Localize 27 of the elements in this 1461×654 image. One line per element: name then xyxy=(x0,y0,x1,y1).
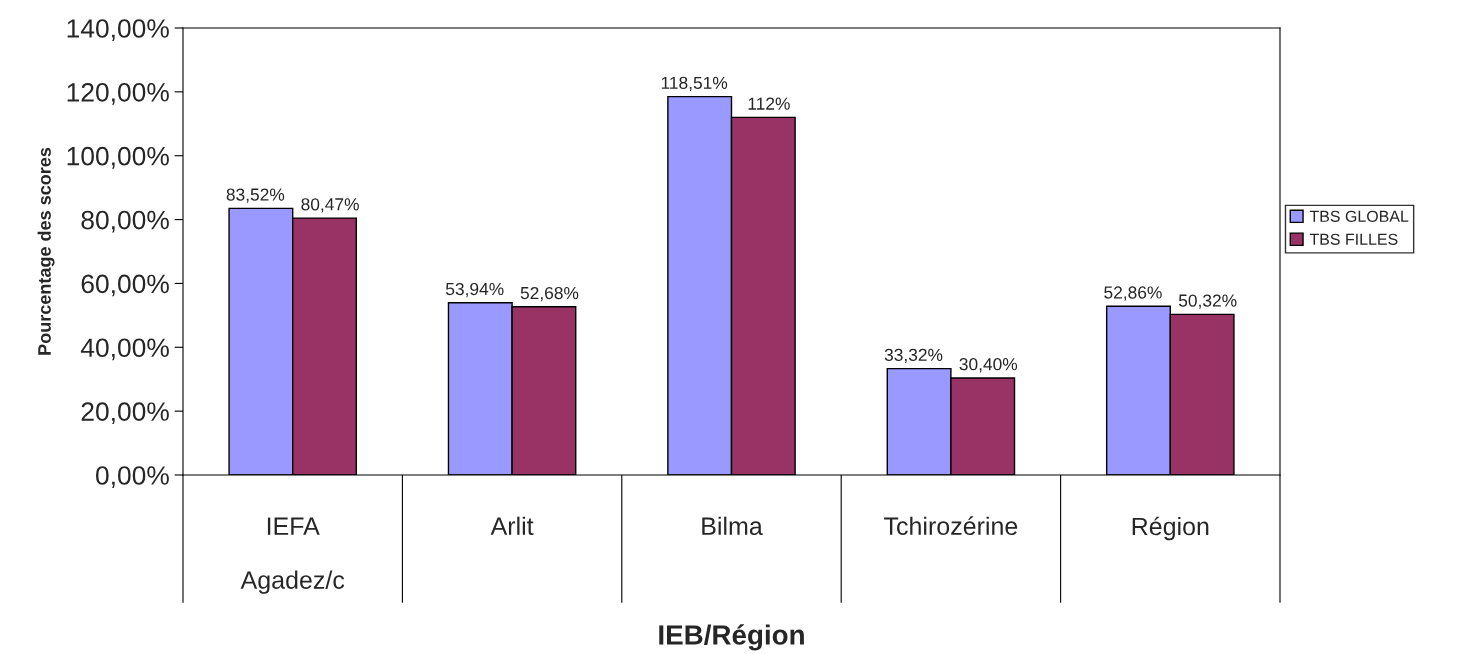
legend-label: TBS GLOBAL xyxy=(1309,210,1409,222)
data-label: 30,40% xyxy=(959,358,1018,373)
data-label: 33,32% xyxy=(884,348,943,364)
data-label: 118,51% xyxy=(661,76,728,92)
data-label: 53,94% xyxy=(445,282,504,298)
y-tick-label: 100,00% xyxy=(67,146,169,169)
y-axis-title: Pourcentage des scores xyxy=(37,147,55,355)
data-label: 83,52% xyxy=(226,188,285,203)
y-tick-label: 80,00% xyxy=(81,210,169,233)
data-label: 80,47% xyxy=(301,198,359,213)
y-tick-label: 120,00% xyxy=(67,82,169,105)
data-label: 52,68% xyxy=(520,286,579,302)
x-tick-label: Arlit xyxy=(490,516,534,535)
data-label: 112% xyxy=(748,97,790,110)
x-tick-label: Bilma xyxy=(702,516,763,536)
y-tick-label: 40,00% xyxy=(80,338,169,361)
category-label: IEFA Agadez/c xyxy=(240,517,345,594)
y-tick-label: 60,00% xyxy=(81,274,169,297)
data-label: 52,86% xyxy=(1104,286,1162,301)
x-axis-title: IEB/Région xyxy=(659,624,804,651)
data-label: 50,32% xyxy=(1178,294,1237,309)
y-tick-label: 20,00% xyxy=(81,402,169,425)
x-tick-label: Région xyxy=(1132,516,1209,541)
x-tick-label: Tchirozérine xyxy=(884,516,1018,536)
y-tick-label: 0,00% xyxy=(96,466,169,488)
y-tick-label: 140,00% xyxy=(67,19,169,41)
legend-label: TBS FILLES xyxy=(1309,233,1398,245)
